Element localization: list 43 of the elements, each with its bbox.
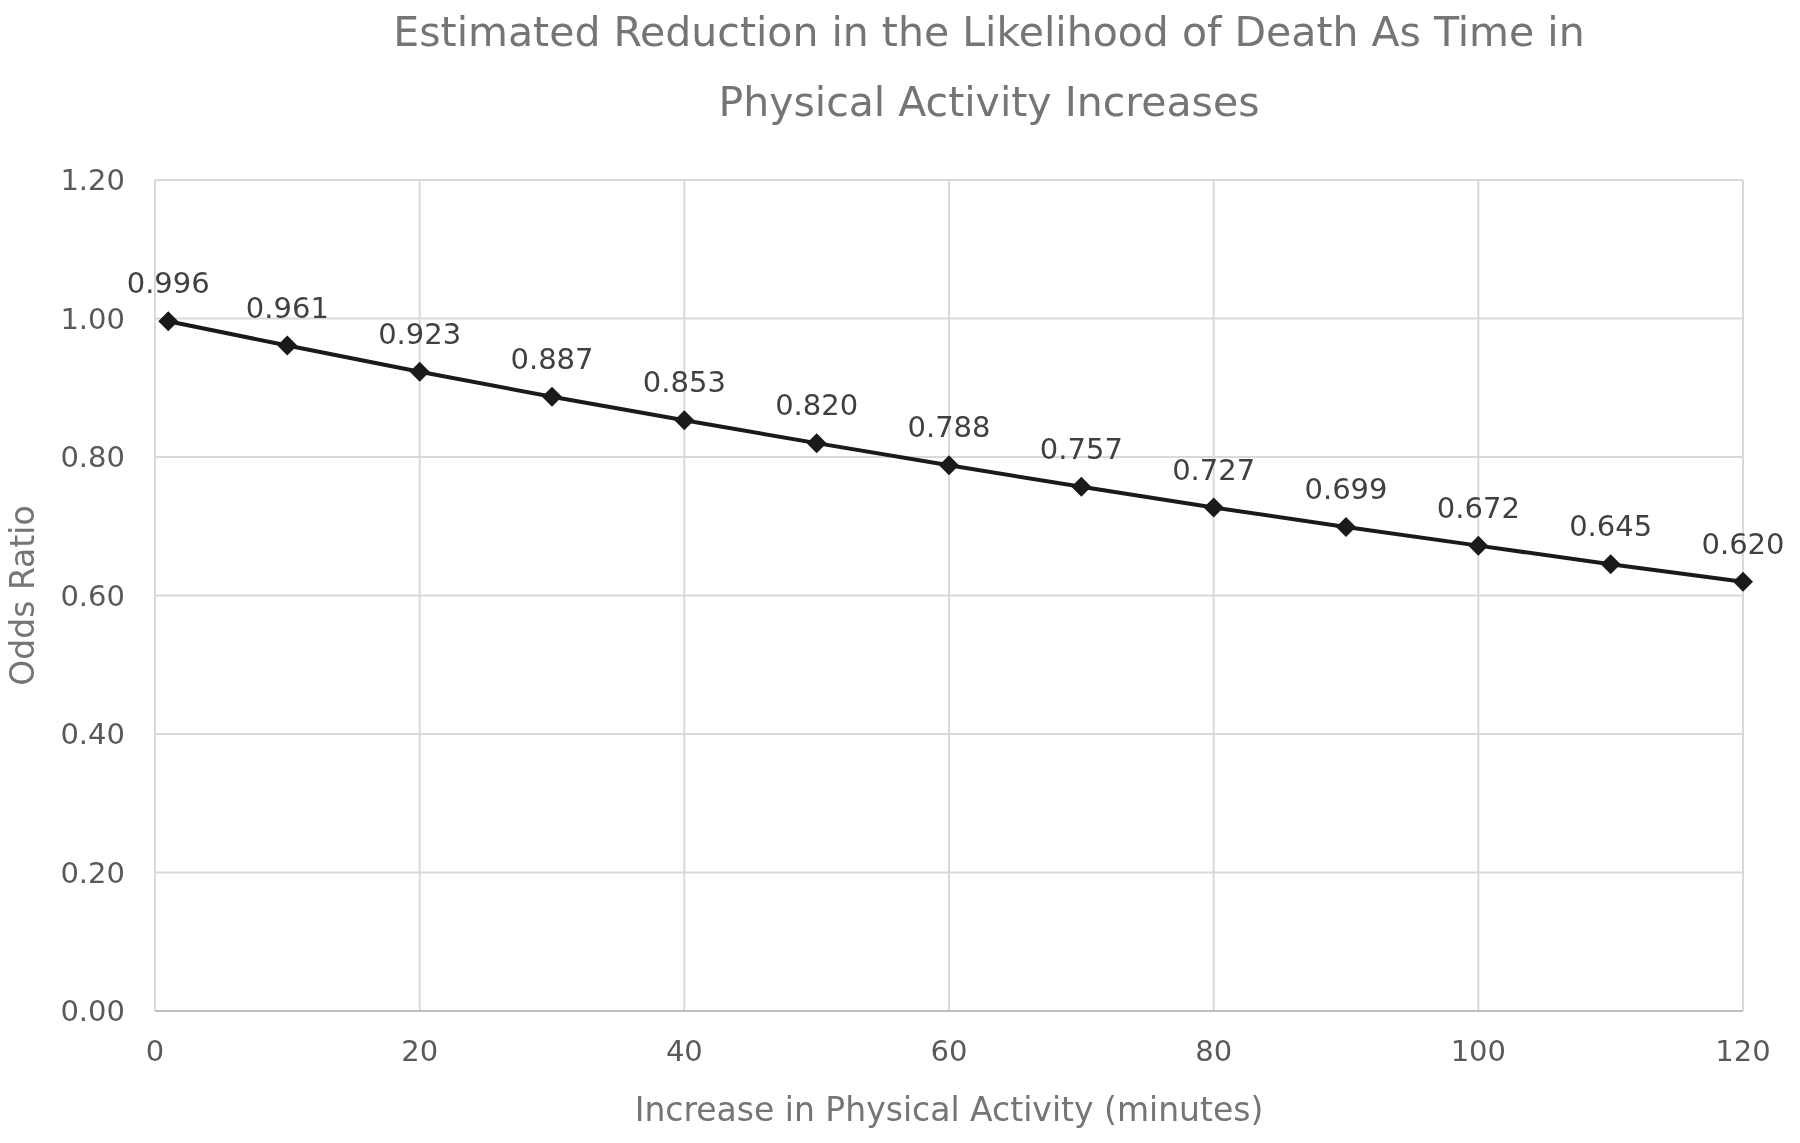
point: [277, 335, 298, 356]
x-tick-label: 0: [145, 1034, 165, 1068]
data-label: 0.645: [1569, 509, 1653, 544]
y-tick-label: 0.80: [60, 440, 125, 474]
data-label: 0.853: [642, 365, 726, 400]
x-tick-label: 20: [401, 1034, 439, 1068]
data-label: 0.672: [1436, 490, 1520, 525]
point: [1468, 535, 1489, 556]
data-label: 0.788: [907, 410, 991, 445]
data-label: 0.699: [1304, 471, 1388, 506]
x-tick-label: 60: [930, 1034, 968, 1068]
point: [158, 311, 179, 332]
point: [674, 410, 695, 431]
x-tick-label: 80: [1195, 1034, 1233, 1068]
point: [409, 361, 430, 382]
point: [1600, 554, 1621, 575]
data-label: 0.887: [510, 341, 594, 376]
y-tick-label: 0.40: [60, 717, 125, 751]
point: [542, 386, 562, 407]
point: [1071, 476, 1092, 497]
x-axis-title: Increase in Physical Activity (minutes): [634, 1090, 1264, 1129]
point: [939, 455, 959, 476]
x-tick-label: 100: [1450, 1034, 1507, 1068]
data-label: 0.961: [245, 290, 329, 325]
data-label: 0.923: [378, 316, 462, 351]
data-label: 0.996: [126, 266, 210, 301]
y-tick-label: 0.00: [60, 994, 125, 1028]
data-label: 0.820: [775, 388, 859, 423]
data-label: 0.620: [1701, 526, 1785, 561]
y-tick-label: 1.20: [60, 163, 125, 197]
point: [1203, 497, 1224, 518]
point: [1733, 571, 1753, 592]
y-axis-title: Odds Ratio: [3, 505, 42, 686]
y-tick-label: 1.00: [60, 301, 125, 336]
x-tick-label: 40: [665, 1034, 703, 1068]
point: [806, 433, 827, 454]
data-label: 0.757: [1039, 431, 1123, 466]
chart-title: Estimated Reduction in the Likelihood of Death As Time in Physical Activity Increases: [393, 8, 1585, 126]
y-tick-label: 0.60: [60, 578, 125, 613]
point: [1336, 516, 1356, 537]
x-tick-label: 120: [1715, 1034, 1771, 1068]
y-tick-label: 0.20: [60, 855, 125, 890]
data-label: 0.727: [1172, 452, 1256, 487]
